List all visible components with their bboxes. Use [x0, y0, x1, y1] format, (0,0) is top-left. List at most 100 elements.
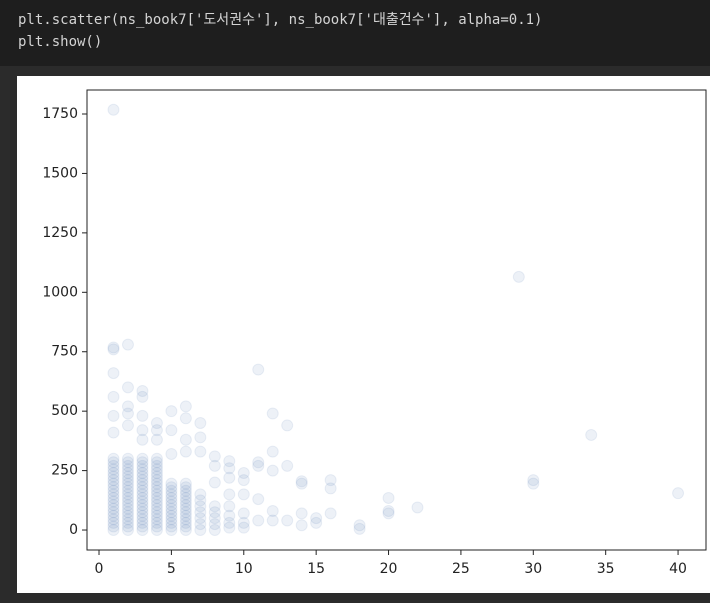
- point: [107, 474, 120, 487]
- point: [150, 417, 163, 430]
- chart: 0 5 10 15 20 25 30 35 40 0 250 500 750 1000 1250 1500 17…: [42, 89, 707, 577]
- point: [179, 499, 192, 512]
- point: [179, 412, 192, 425]
- point: [150, 488, 163, 501]
- point: [237, 521, 250, 534]
- point: [150, 502, 163, 515]
- point: [179, 513, 192, 526]
- point: [121, 407, 134, 420]
- x-tick-label: 40: [669, 561, 687, 577]
- point: [165, 502, 178, 515]
- point: [194, 494, 207, 507]
- point: [310, 516, 323, 529]
- point: [382, 505, 395, 518]
- point: [194, 518, 207, 531]
- point: [179, 502, 192, 515]
- point: [223, 471, 236, 484]
- x-tick-label: 0: [95, 561, 104, 577]
- point: [194, 500, 207, 513]
- point: [252, 493, 265, 506]
- point: [208, 476, 221, 489]
- point: [179, 516, 192, 529]
- point: [223, 521, 236, 534]
- point: [252, 514, 265, 527]
- point: [136, 524, 149, 537]
- axes-frame: [86, 89, 707, 551]
- point: [121, 481, 134, 494]
- point: [150, 495, 163, 508]
- point: [281, 514, 294, 527]
- y-tick-label: 1250: [42, 225, 78, 241]
- point: [121, 524, 134, 537]
- point: [208, 512, 221, 525]
- point: [295, 519, 308, 532]
- y-tick-label: 1750: [42, 106, 78, 122]
- point: [252, 456, 265, 469]
- point: [150, 466, 163, 479]
- point: [136, 520, 149, 533]
- point: [136, 433, 149, 446]
- point: [107, 524, 120, 537]
- point: [295, 507, 308, 520]
- point: [150, 491, 163, 504]
- point: [237, 488, 250, 501]
- point: [107, 426, 120, 439]
- y-tick-label: 500: [51, 403, 78, 419]
- point: [165, 509, 178, 522]
- point: [121, 502, 134, 515]
- point: [194, 512, 207, 525]
- point: [150, 499, 163, 512]
- point: [107, 481, 120, 494]
- point: [165, 477, 178, 490]
- point: [179, 477, 192, 490]
- point: [165, 524, 178, 537]
- point: [324, 482, 337, 495]
- point: [107, 343, 120, 356]
- point: [266, 505, 279, 518]
- point: [165, 516, 178, 529]
- point: [121, 520, 134, 533]
- point: [107, 502, 120, 515]
- code-cell: plt.scatter(ns_book7['도서권수'], ns_book7['…: [0, 0, 710, 66]
- point: [150, 433, 163, 446]
- point: [107, 520, 120, 533]
- point: [527, 477, 540, 490]
- point: [165, 513, 178, 526]
- x-tick-label: 35: [597, 561, 615, 577]
- point: [150, 474, 163, 487]
- point: [107, 459, 120, 472]
- point: [121, 466, 134, 479]
- point: [165, 488, 178, 501]
- point: [136, 502, 149, 515]
- point: [150, 516, 163, 529]
- point: [179, 495, 192, 508]
- point: [107, 470, 120, 483]
- point: [150, 470, 163, 483]
- point: [107, 452, 120, 465]
- point: [150, 524, 163, 537]
- point: [107, 484, 120, 497]
- point: [121, 516, 134, 529]
- point: [121, 491, 134, 504]
- point: [179, 520, 192, 533]
- point: [121, 484, 134, 497]
- point: [165, 481, 178, 494]
- point: [107, 466, 120, 479]
- point: [324, 507, 337, 520]
- point: [512, 270, 525, 283]
- point: [150, 477, 163, 490]
- point: [150, 509, 163, 522]
- point: [252, 459, 265, 472]
- point: [179, 433, 192, 446]
- point: [136, 488, 149, 501]
- point: [136, 481, 149, 494]
- point: [107, 509, 120, 522]
- point: [179, 445, 192, 458]
- point: [295, 475, 308, 488]
- point: [150, 463, 163, 476]
- point: [136, 390, 149, 403]
- point: [194, 417, 207, 430]
- point: [107, 103, 120, 116]
- point: [281, 419, 294, 432]
